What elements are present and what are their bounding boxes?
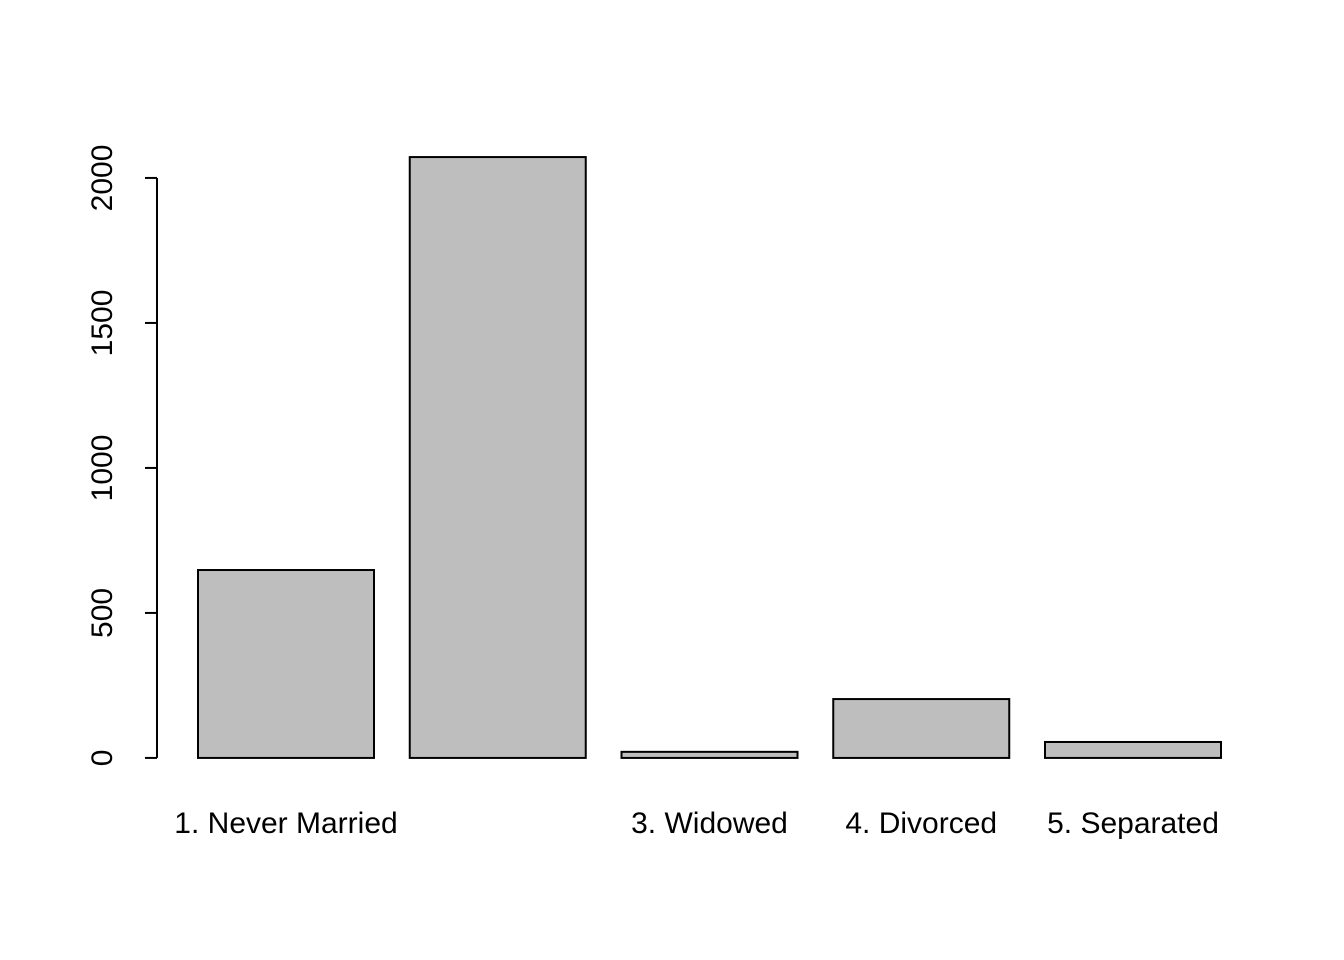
bar [1044, 740, 1222, 759]
y-tick-label: 2000 [86, 145, 119, 212]
x-tick-label: 4. Divorced [845, 807, 997, 840]
bar [197, 569, 375, 759]
y-tick-label: 1500 [86, 290, 119, 357]
y-tick-label: 0 [86, 750, 119, 767]
y-tick-label: 1000 [86, 435, 119, 502]
bar [832, 698, 1011, 759]
x-tick-label: 5. Separated [1047, 807, 1219, 840]
bar [408, 156, 587, 759]
y-tick-label: 500 [86, 588, 119, 638]
x-tick-label: 3. Widowed [631, 807, 788, 840]
x-tick-label: 1. Never Married [174, 807, 397, 840]
bar [620, 750, 799, 759]
